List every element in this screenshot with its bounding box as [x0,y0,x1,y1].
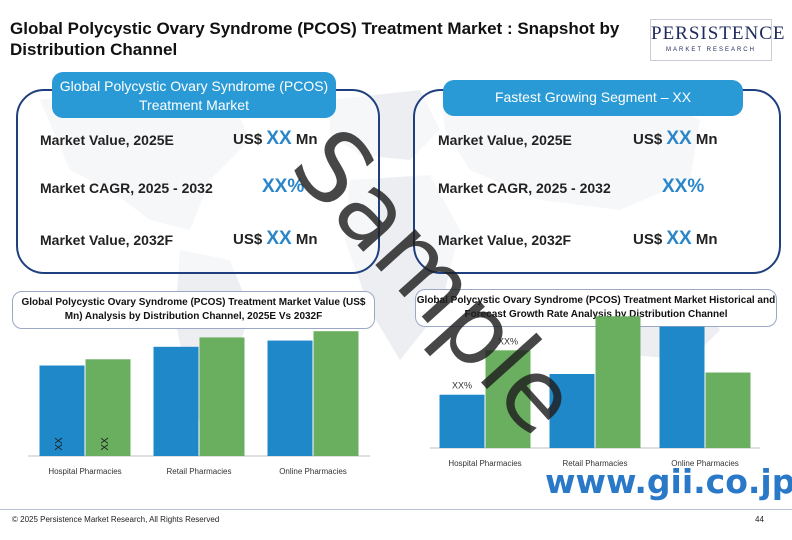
value-placeholder: XX [666,228,692,249]
data-label: XX [54,437,65,451]
right-row-label: Market CAGR, 2025 - 2032 [438,180,611,196]
value-placeholder: XX [666,128,692,149]
data-label: XX [100,437,111,451]
copyright-footer: © 2025 Persistence Market Research, All … [12,515,220,524]
bar [485,350,531,448]
unit-suffix: Mn [295,131,318,148]
left-row-value: XX% [262,176,304,198]
bar [595,316,641,448]
category-tick-label: Hospital Pharmacies [48,467,121,476]
right-row-label: Market Value, 2032F [438,232,572,248]
category-tick-label: Hospital Pharmacies [448,459,521,468]
page-title: Global Polycystic Ovary Syndrome (PCOS) … [10,19,620,59]
right-row-value: US$ XX Mn [633,128,718,150]
footer-divider [0,509,792,510]
fastest-segment-header: Fastest Growing Segment – XX [443,80,743,116]
category-tick-label: Retail Pharmacies [563,459,628,468]
cagr-placeholder: XX% [662,176,705,197]
bar [313,331,359,456]
left-row-value: US$ XX Mn [233,128,318,150]
left-chart-title: Global Polycystic Ovary Syndrome (PCOS) … [12,291,375,329]
right-row-label: Market Value, 2025E [438,132,572,148]
bar [267,340,313,456]
category-tick-label: Retail Pharmacies [167,467,232,476]
market-overview-card [16,89,380,274]
right-row-value: XX% [662,176,704,198]
bar [705,372,751,448]
bar [153,346,199,456]
value-placeholder: XX [266,128,292,149]
currency-prefix: US$ [633,231,663,248]
bar [439,394,485,448]
left-row-label: Market CAGR, 2025 - 2032 [40,180,213,196]
category-tick-label: Online Pharmacies [671,459,739,468]
cagr-placeholder: XX% [262,176,305,197]
persistence-logo: PERSISTENCE MARKET RESEARCH [650,19,786,61]
bar [199,337,245,456]
currency-prefix: US$ [233,131,263,148]
currency-prefix: US$ [633,131,663,148]
logo-subtitle: MARKET RESEARCH [666,47,756,53]
unit-suffix: Mn [695,131,718,148]
bar [549,374,595,448]
unit-suffix: Mn [695,231,718,248]
logo-wordmark: PERSISTENCE [651,23,786,44]
value-placeholder: XX [266,228,292,249]
left-row-value: US$ XX Mn [233,228,318,250]
data-label: XX% [452,381,472,391]
bar [659,326,705,448]
market-overview-header: Global Polycystic Ovary Syndrome (PCOS) … [52,72,336,118]
right-chart-title: Global Polycystic Ovary Syndrome (PCOS) … [415,289,777,327]
left-row-label: Market Value, 2025E [40,132,174,148]
page-number: 44 [755,515,764,524]
category-tick-label: Online Pharmacies [279,467,347,476]
data-label: XX% [498,336,518,346]
gii-url: www.gii.co.jp [545,462,792,501]
bar [85,359,131,456]
bar [39,365,85,456]
right-row-value: US$ XX Mn [633,228,718,250]
currency-prefix: US$ [233,231,263,248]
unit-suffix: Mn [295,231,318,248]
left-row-label: Market Value, 2032F [40,232,174,248]
